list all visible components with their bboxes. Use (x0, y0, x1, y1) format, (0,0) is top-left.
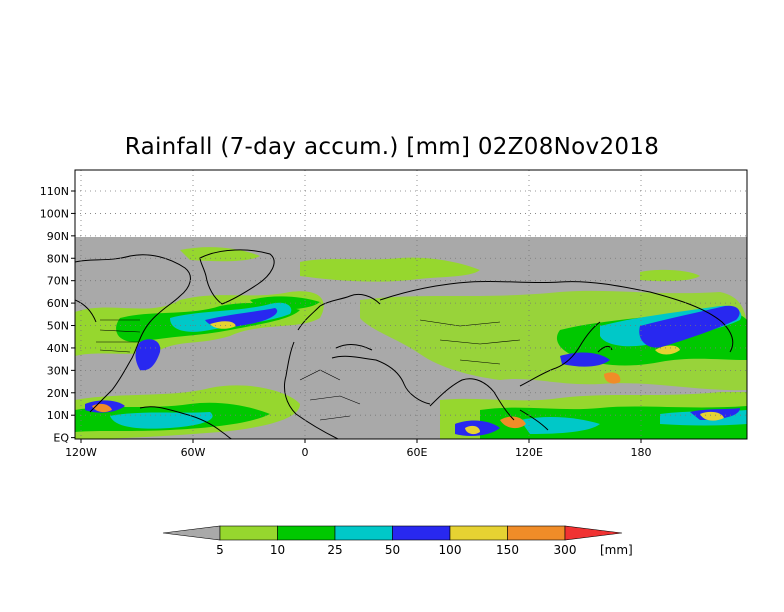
colorbar-box (334, 525, 393, 541)
lon-tick-label: 120E (515, 446, 543, 459)
lat-tick-label: EQ (53, 432, 69, 445)
colorbar-tick-label: 5 (216, 543, 224, 557)
plot-frame (74, 169, 748, 440)
colorbar-low-extension (162, 525, 221, 541)
lon-tick-label: 0 (302, 446, 309, 459)
rainfall-fields (75, 247, 747, 439)
colorbar-tick-label: 50 (385, 543, 400, 557)
colorbar-box (449, 525, 508, 541)
latitude-axis: 110N 100N 90N 80N 70N 60N 50N 40N 30N 20N 10N EQ (40, 185, 75, 445)
map-gridlines (75, 170, 747, 439)
lat-tick-label: 100N (40, 207, 69, 220)
lat-tick-label: 30N (47, 364, 69, 377)
longitude-axis: 120W 60W 0 60E 120E 180 (65, 439, 652, 459)
colorbar-tick-label: 300 (554, 543, 577, 557)
lon-tick-label: 60E (407, 446, 428, 459)
colorbar-box (277, 525, 336, 541)
lat-tick-label: 70N (47, 275, 69, 288)
lon-tick-label: 180 (631, 446, 652, 459)
rainfall-map (75, 237, 747, 439)
coastlines (75, 249, 734, 439)
colorbar-tick-label: 10 (270, 543, 285, 557)
lon-tick-label: 120W (65, 446, 97, 459)
colorbar-box (219, 525, 278, 541)
colorbar: 5 10 25 50 100 150 300 (162, 525, 623, 557)
colorbar-box (392, 525, 451, 541)
colorbar-tick-label: 150 (496, 543, 519, 557)
chart-title: Rainfall (7-day accum.) [mm] 02Z08Nov201… (124, 134, 660, 160)
colorbar-high-extension (564, 525, 623, 541)
lon-tick-label: 60W (181, 446, 206, 459)
lat-tick-label: 10N (47, 409, 69, 422)
lat-tick-label: 40N (47, 342, 69, 355)
colorbar-tick-label: 25 (327, 543, 342, 557)
colorbar-box (507, 525, 566, 541)
lat-tick-label: 50N (47, 320, 69, 333)
colorbar-tick-label: 100 (439, 543, 462, 557)
lat-tick-label: 20N (47, 387, 69, 400)
lat-tick-label: 80N (47, 252, 69, 265)
colorbar-unit: [mm] (600, 543, 633, 557)
lat-tick-label: 60N (47, 297, 69, 310)
lat-tick-label: 90N (47, 230, 69, 243)
lat-tick-label: 110N (40, 185, 69, 198)
